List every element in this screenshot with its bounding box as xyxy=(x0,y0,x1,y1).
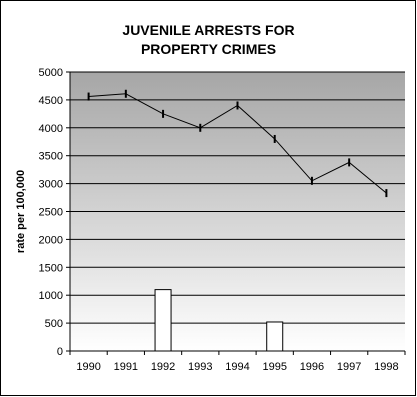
y-tick-label: 3500 xyxy=(39,151,63,163)
y-tick-label: 0 xyxy=(57,346,63,358)
line-series xyxy=(87,89,388,198)
y-tick-label: 4000 xyxy=(39,123,63,135)
x-axis-ticks: 1990 1991 1992 1993 1994 1995 1996 1997 1998 xyxy=(69,350,406,373)
y-axis-ticks: 0 500 1000 1500 2000 2500 3000 3500 4000 4500 5000 xyxy=(39,67,71,358)
y-tick-label: 500 xyxy=(45,318,63,330)
chart-title-line-1: JUVENILE ARRESTS FOR xyxy=(122,22,295,38)
y-tick-label: 4500 xyxy=(39,95,63,107)
x-tick-label: 1998 xyxy=(374,361,398,373)
x-tick-label: 1996 xyxy=(300,361,324,373)
y-tick-label: 3000 xyxy=(39,179,63,191)
y-tick-label: 5000 xyxy=(39,67,63,79)
y-tick-label: 2000 xyxy=(39,234,63,246)
y-axis-label: rate per 100,000 xyxy=(15,170,27,253)
bar xyxy=(266,321,284,352)
chart-title-line-2: PROPERTY CRIMES xyxy=(140,41,277,57)
x-tick-label: 1992 xyxy=(151,361,175,373)
x-tick-label: 1991 xyxy=(114,361,138,373)
gridlines xyxy=(70,71,405,324)
y-tick-label: 2500 xyxy=(39,207,63,219)
x-tick-label: 1994 xyxy=(225,361,249,373)
x-tick-label: 1990 xyxy=(76,361,100,373)
x-tick-label: 1993 xyxy=(188,361,212,373)
bar-series xyxy=(154,289,284,352)
x-tick-label: 1997 xyxy=(337,361,361,373)
y-tick-label: 1500 xyxy=(39,262,63,274)
x-tick-label: 1995 xyxy=(262,361,286,373)
bar xyxy=(154,289,172,352)
y-tick-label: 1000 xyxy=(39,290,63,302)
